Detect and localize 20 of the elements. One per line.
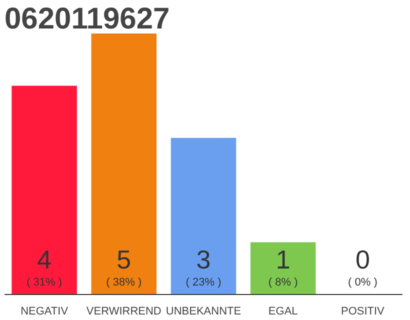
data-label: 1 xyxy=(276,244,290,274)
x-tick-label: VERWIRREND xyxy=(86,306,162,318)
bar xyxy=(250,242,316,294)
bar xyxy=(91,34,157,294)
bar xyxy=(12,86,77,294)
bar xyxy=(170,138,236,294)
chart-title: 0620119627 xyxy=(4,2,170,36)
x-tick-label: EGAL xyxy=(268,306,298,318)
annotation: ( 8% ) xyxy=(268,276,298,288)
data-label: 0 xyxy=(355,244,370,274)
data-label: 4 xyxy=(37,244,52,274)
annotation: ( 23% ) xyxy=(186,276,222,288)
x-tick-label: UNBEKANNTE xyxy=(166,306,242,318)
annotation: ( 0% ) xyxy=(348,276,378,288)
data-label: 3 xyxy=(196,244,211,274)
x-tick-label: POSITIV xyxy=(341,306,386,318)
annotation: ( 31% ) xyxy=(26,276,62,288)
data-label: 5 xyxy=(116,244,132,274)
annotation: ( 38% ) xyxy=(106,276,142,288)
x-tick-label: NEGATIV xyxy=(20,306,69,318)
